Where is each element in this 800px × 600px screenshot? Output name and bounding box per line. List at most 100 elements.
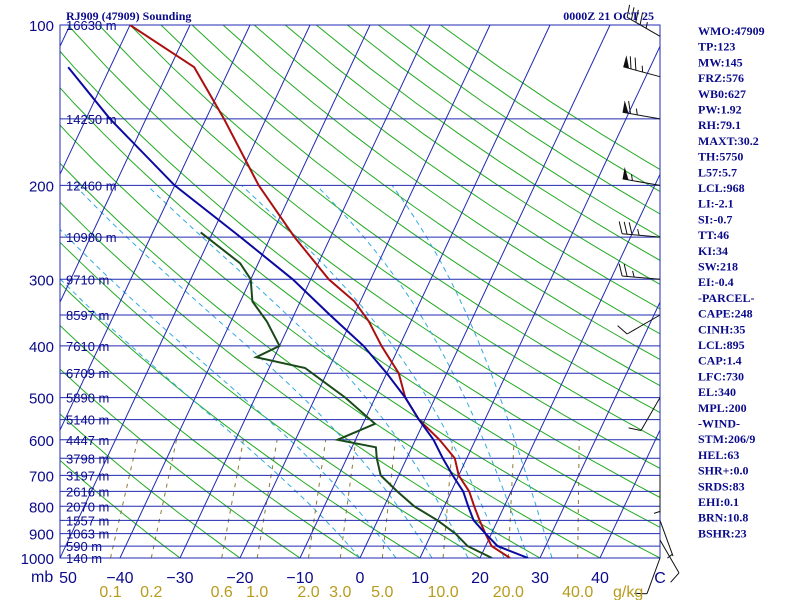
height-label: 16630 m <box>66 18 117 33</box>
wind-barb-pennant <box>622 100 629 114</box>
wind-barb-flag <box>670 572 680 583</box>
height-label: 9710 m <box>66 272 109 287</box>
isotherm-line <box>60 25 191 304</box>
mixing-ratio-unit-label: g/kg <box>613 584 643 600</box>
isobars <box>59 24 661 559</box>
mixing-ratio-line <box>381 439 396 558</box>
sounding-index: CINH:35 <box>698 322 745 336</box>
height-label: 12460 m <box>66 178 117 193</box>
pressure-tick-label: 400 <box>29 339 54 356</box>
parcel-line <box>67 66 529 558</box>
mixing-ratio-tick-label: 3.0 <box>329 584 351 600</box>
wind-barb-staff <box>622 233 661 238</box>
mixing-ratio-line <box>507 439 515 558</box>
wind-barb-staff <box>622 275 661 280</box>
wind-barb-flag <box>634 57 637 71</box>
temperature-tick-label: −40 <box>106 570 133 587</box>
mixing-ratio-line <box>256 439 278 558</box>
height-label: 1557 m <box>66 513 109 528</box>
pressure-tick-label: 200 <box>29 178 54 195</box>
wind-barb-flag <box>629 56 632 69</box>
wind-barb-staff <box>659 520 674 557</box>
mixing-ratio-line <box>110 439 139 558</box>
height-label: 10980 m <box>66 230 117 245</box>
pressure-tick-label: 1000 <box>21 551 54 568</box>
mixing-ratio-tick-label: 5.0 <box>371 584 393 600</box>
wind-barb-staff <box>640 397 661 431</box>
height-label: 5890 m <box>66 391 109 406</box>
dry-adiabat-line <box>98 25 660 441</box>
mixing-ratio-line <box>442 439 454 558</box>
sounding-index: RH:79.1 <box>698 118 741 132</box>
sounding-index: SRDS:83 <box>698 479 745 493</box>
wind-barbs <box>617 4 680 595</box>
isotherm-line <box>539 300 660 558</box>
sounding-index: TH:5750 <box>698 150 743 164</box>
sounding-index: FRZ:576 <box>698 71 744 85</box>
mixing-ratio-tick-label: 0.1 <box>99 584 121 600</box>
sounding-index: MAXT:30.2 <box>698 134 759 148</box>
sounding-index: SI:-0.7 <box>698 212 732 226</box>
height-label: 8597 m <box>66 308 109 323</box>
sounding-index: BRN:10.8 <box>698 511 748 525</box>
sounding-index: -PARCEL- <box>698 291 754 305</box>
sounding-index: CAPE:248 <box>698 307 753 321</box>
dry-adiabat-line <box>60 282 421 558</box>
moist-adiabat-line <box>391 185 553 558</box>
height-label: 6709 m <box>66 366 109 381</box>
wind-barb-staff <box>646 557 661 594</box>
pressure-tick-label: 900 <box>29 527 54 544</box>
height-label: 5140 m <box>66 413 109 428</box>
isotherm-line <box>119 25 371 558</box>
chart-title: RJ909 (47909) Sounding <box>66 9 191 23</box>
wind-barb-flag <box>618 263 623 277</box>
sounding-index: TT:46 <box>698 228 729 242</box>
wind-barb-halfflag <box>645 21 648 29</box>
wind-barb-pennant <box>622 167 629 180</box>
height-label: 590 m <box>66 539 102 554</box>
isotherm-line <box>0 25 10 558</box>
sounding-index: STM:206/9 <box>698 432 755 446</box>
wind-barb-flag <box>623 221 628 235</box>
wind-barb-flag <box>635 9 639 23</box>
height-label: 4447 m <box>66 433 109 448</box>
height-label: 7610 m <box>66 339 109 354</box>
height-label: 3798 m <box>66 451 109 466</box>
height-label: 2616 m <box>66 484 109 499</box>
wind-barb-staff <box>622 178 661 186</box>
sounding-index: LI:-2.1 <box>698 197 734 211</box>
height-label: 1063 m <box>66 527 109 542</box>
temperature-tick-label: 20 <box>471 570 489 587</box>
sounding-index: HEL:63 <box>698 448 739 462</box>
isotherm-line <box>60 25 251 432</box>
isotherm-line <box>419 45 660 558</box>
isotherm-line <box>299 25 551 558</box>
sounding-index: TP:123 <box>698 40 735 54</box>
profile-lines <box>67 25 529 558</box>
sounding-index: KI:34 <box>698 244 728 258</box>
sounding-index: EL:340 <box>698 385 736 399</box>
chart-datetime: 0000Z 21 OCT 25 <box>563 9 654 23</box>
isotherm-line <box>60 25 131 176</box>
pressure-tick-label: 100 <box>29 18 54 35</box>
moist-adiabat-line <box>60 228 397 558</box>
wind-barb-flag <box>617 325 628 335</box>
mixing-ratio-line <box>221 439 244 558</box>
wind-barb-flag <box>628 222 633 235</box>
wind-barb-staff <box>626 314 661 335</box>
sounding-index: MPL:200 <box>698 401 747 415</box>
wind-barb-flag <box>618 221 623 234</box>
height-label: 14250 m <box>66 112 117 127</box>
wind-barb-flag <box>630 7 635 20</box>
sounding-index: WMO:47909 <box>698 24 765 38</box>
dry-adiabat-line <box>60 87 660 528</box>
sounding-index: LCL:968 <box>698 181 745 195</box>
wind-barb-halfflag <box>632 270 635 278</box>
mixing-ratio-line <box>577 439 580 558</box>
sounding-index: LCL:895 <box>698 338 745 352</box>
sounding-index: CAP:1.4 <box>698 354 742 368</box>
isotherm-line <box>599 428 660 558</box>
wind-barb-staff <box>623 66 661 78</box>
temperature-tick-label: −30 <box>166 570 193 587</box>
